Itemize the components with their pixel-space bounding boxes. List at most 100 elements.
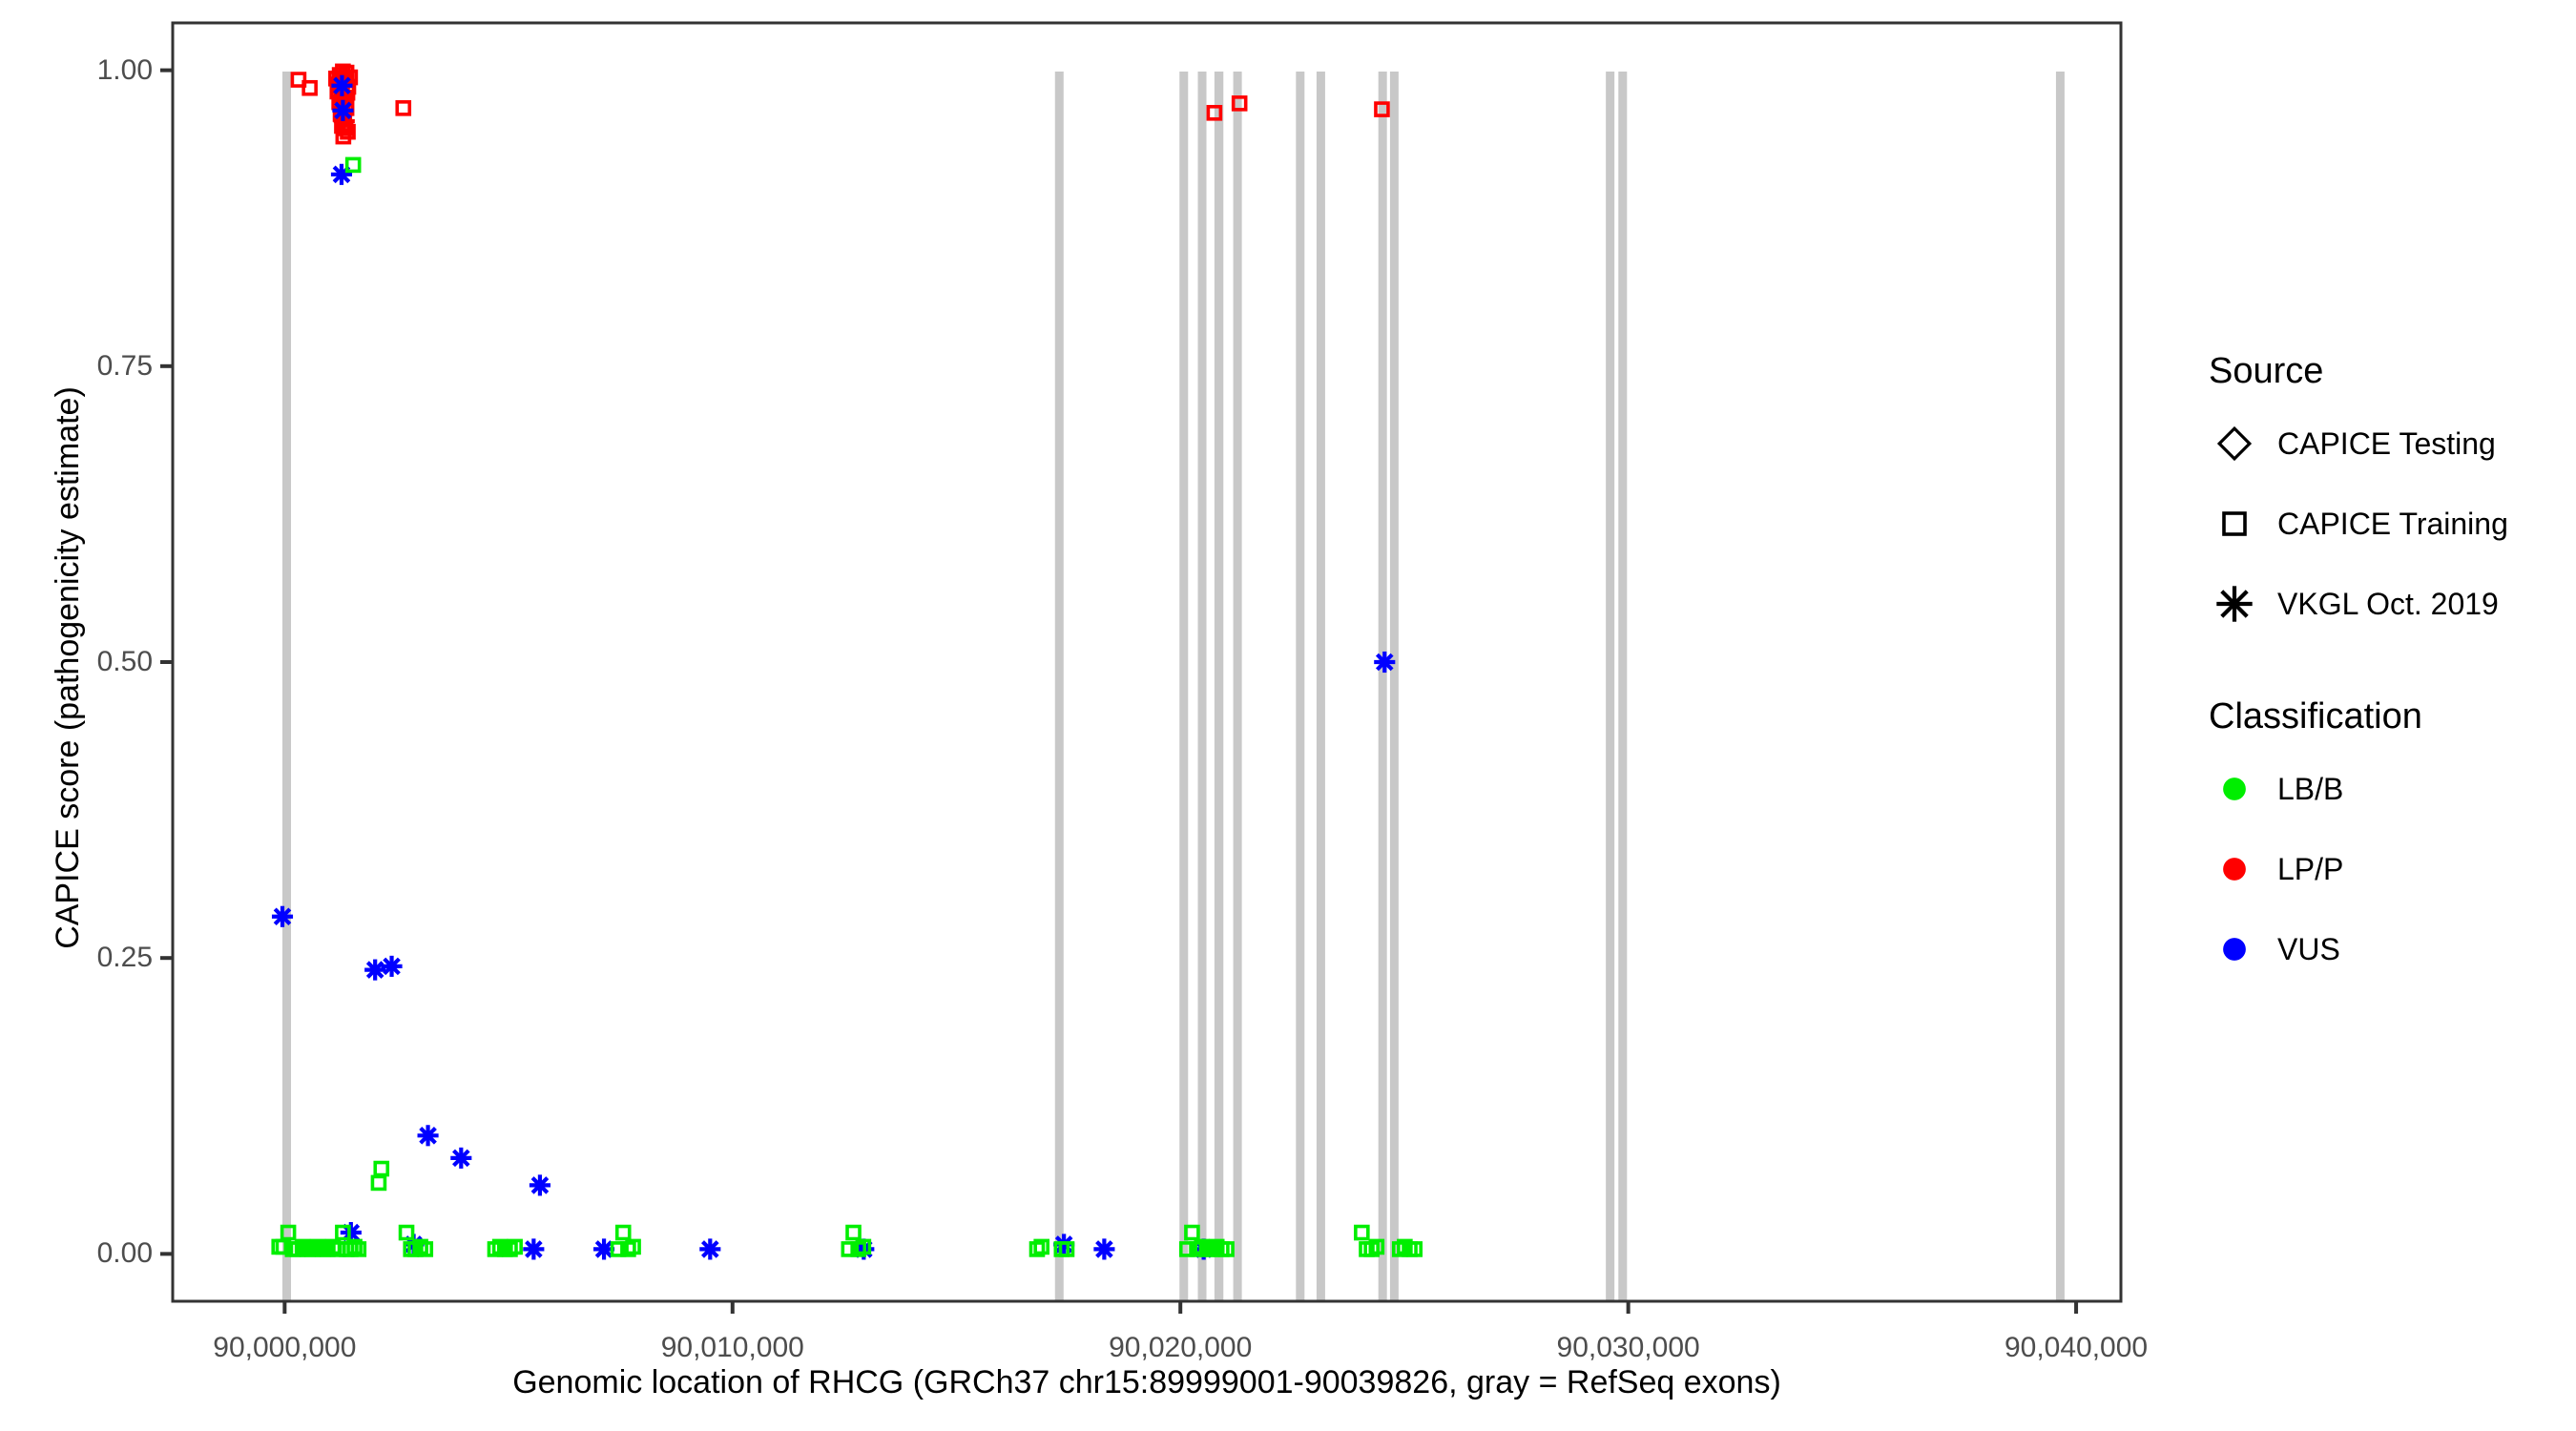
data-point [1178,1241,1195,1257]
panel-border [171,21,2123,1303]
data-point [271,905,294,927]
data-point-layer [271,63,1423,1260]
legend-item[interactable]: LP/P [2209,843,2343,895]
data-point [523,1238,545,1260]
x-tick-label: 90,020,000 [1109,1332,1253,1363]
data-point [610,1241,627,1257]
circle-icon [2223,858,2246,881]
refseq-exon-bar [1197,72,1207,1301]
refseq-exon-bar [1606,72,1615,1301]
data-point [344,156,362,174]
y-tick-label: 0.25 [96,942,153,974]
panel-frame [160,21,2123,1314]
legend-key [2209,498,2260,550]
data-point [1218,1241,1235,1257]
data-point [417,1241,434,1257]
data-point [529,1174,551,1196]
refseq-exon-bar [1296,72,1305,1301]
data-point [343,1241,359,1257]
data-point [346,1238,363,1255]
data-point [331,74,353,96]
data-point [395,100,412,116]
refseq-exon-bar [1389,72,1399,1301]
data-point [1354,1224,1370,1241]
legend-classification-title: Classification [2209,696,2422,736]
data-point [845,1224,862,1241]
data-point [855,1238,872,1255]
refseq-exon-bar [1378,72,1387,1301]
legend-key [2209,418,2260,469]
circle-icon [2223,938,2246,961]
legend-label: CAPICE Training [2277,506,2508,541]
data-point [1374,101,1390,117]
x-tick-label: 90,040,000 [2004,1332,2149,1363]
legend-item[interactable]: VUS [2209,923,2340,975]
data-point [1033,1238,1049,1255]
data-point [841,1241,858,1257]
legend-label: CAPICE Testing [2277,425,2496,461]
data-point [1028,1241,1046,1257]
data-point [614,1224,632,1241]
data-point [332,99,354,121]
data-point [1231,95,1248,112]
data-point [290,72,307,88]
x-tick-label: 90,000,000 [213,1332,357,1363]
refseq-exon-bar [282,72,292,1301]
legend-item[interactable]: CAPICE Training [2209,498,2508,550]
data-point [1374,651,1396,674]
refseq-exon-bars [282,72,2065,1301]
data-point [1093,1238,1115,1260]
y-tick-label: 0.00 [96,1237,153,1270]
data-point [370,1174,387,1192]
diamond-icon [2216,425,2253,462]
data-point [350,1241,367,1257]
data-point [625,1238,641,1255]
data-point [280,1224,297,1241]
series-asterisk-VUS [271,74,1396,1260]
asterisk-icon [2216,586,2253,622]
x-tick-label: 90,010,000 [660,1332,804,1363]
data-point [1368,1238,1385,1255]
legend-key [2209,923,2260,975]
data-point [450,1147,472,1169]
data-point [1206,104,1223,121]
legend-source-title: Source [2209,351,2324,391]
data-point [1058,1241,1075,1257]
data-point [1184,1224,1200,1241]
y-tick-label: 0.50 [96,646,153,677]
circle-icon [2223,778,2246,800]
legend-label: LB/B [2277,771,2344,806]
legend-key [2209,843,2260,895]
data-point [330,163,353,185]
legend-label: VUS [2277,931,2340,966]
legend-item[interactable]: CAPICE Testing [2209,418,2496,469]
legend-label: VKGL Oct. 2019 [2277,586,2499,621]
data-point [507,1238,523,1255]
legend-key [2209,578,2260,630]
square-icon [2222,511,2247,536]
data-point [398,1224,415,1241]
y-tick-label: 0.75 [96,349,153,382]
data-point [699,1238,721,1260]
series-square-LP-P [290,63,1390,145]
data-point [381,955,403,977]
series-square-LB-B [271,156,1423,1257]
data-point [335,1224,351,1241]
data-point [1406,1241,1423,1257]
data-point [364,959,386,981]
refseq-exon-bar [1316,72,1325,1301]
x-tick-label: 90,030,000 [1556,1332,1700,1363]
legend-item[interactable]: LB/B [2209,763,2343,815]
refseq-exon-bar [1054,72,1064,1301]
legend-key [2209,763,2260,815]
legend-item[interactable]: VKGL Oct. 2019 [2209,578,2499,630]
refseq-exon-bar [1618,72,1628,1301]
refseq-exon-bar [2055,72,2065,1301]
y-tick-label: 1.00 [96,53,153,86]
data-point [275,1238,292,1255]
data-point [417,1125,439,1147]
data-point [301,79,318,96]
refseq-exon-bar [1214,72,1224,1301]
